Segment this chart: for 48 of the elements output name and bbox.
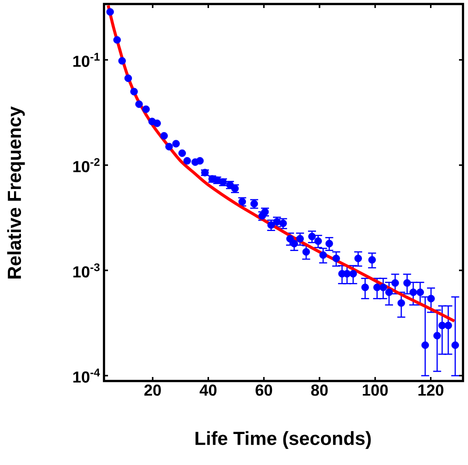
point	[196, 157, 204, 165]
point	[178, 149, 186, 157]
point	[160, 132, 168, 140]
point	[325, 240, 334, 248]
point	[391, 279, 399, 287]
x-tick-label: 60	[256, 384, 272, 396]
point	[124, 74, 132, 82]
point	[409, 288, 418, 296]
x-tick-label: 80	[311, 384, 328, 396]
x-tick-label: 20	[144, 384, 161, 396]
point	[165, 142, 173, 150]
point	[427, 294, 435, 302]
point	[130, 88, 138, 96]
point	[451, 341, 460, 349]
point	[421, 341, 429, 349]
point	[153, 120, 161, 128]
y-tick-label: 10$^{-3}$	[73, 263, 100, 278]
y-tick-label: 10$^{-1}$	[73, 52, 100, 67]
point	[444, 322, 452, 330]
point	[183, 157, 191, 165]
point	[349, 270, 357, 278]
point	[118, 57, 126, 65]
point	[368, 256, 376, 264]
point	[385, 288, 393, 296]
point	[135, 100, 143, 108]
point	[319, 251, 327, 259]
point	[332, 254, 340, 262]
point	[113, 36, 121, 44]
point	[106, 8, 114, 16]
point	[403, 279, 411, 287]
x-tick-label: 40	[200, 384, 216, 396]
point	[379, 284, 387, 292]
point	[416, 288, 424, 296]
point	[373, 284, 381, 292]
y-axis-title: Relative Frequency	[7, 106, 25, 279]
x-axis-title: Life Time (seconds)	[196, 431, 371, 449]
x-tick-label: 100	[362, 384, 388, 396]
point	[361, 284, 369, 292]
point	[433, 332, 441, 340]
point	[354, 254, 362, 262]
y-tick-label: 10$^{-2}$	[73, 158, 100, 172]
point	[397, 299, 406, 307]
point	[302, 248, 310, 256]
point	[172, 140, 180, 148]
x-tick-label: 120	[418, 384, 444, 396]
point	[142, 105, 150, 114]
line-series	[106, 4, 456, 323]
y-tick-label: 10$^{-4}$	[73, 368, 100, 383]
